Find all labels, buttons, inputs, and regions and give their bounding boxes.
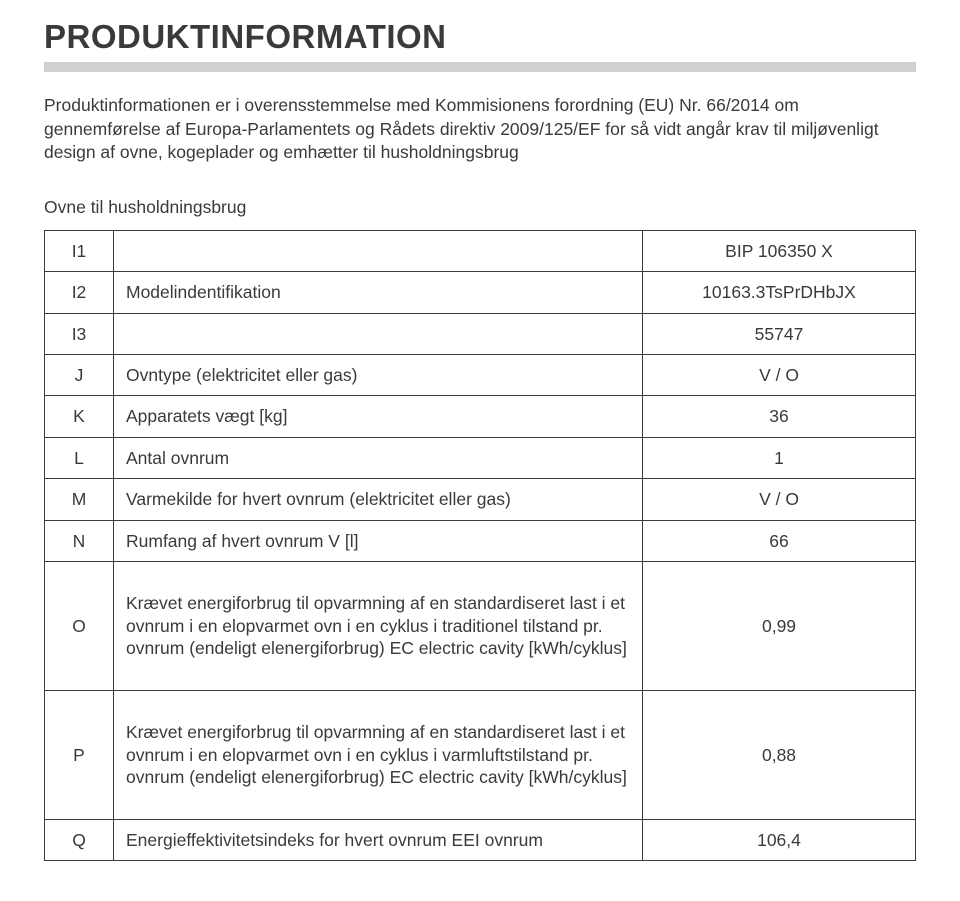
row-value: 106,4	[643, 820, 916, 861]
row-key: J	[45, 355, 114, 396]
row-value: 1	[643, 437, 916, 478]
row-value: V / O	[643, 479, 916, 520]
table-row: I1 BIP 106350 X	[45, 230, 916, 271]
row-label: Antal ovnrum	[114, 437, 643, 478]
table-row: L Antal ovnrum 1	[45, 437, 916, 478]
row-value: BIP 106350 X	[643, 230, 916, 271]
table-row: N Rumfang af hvert ovnrum V [l] 66	[45, 520, 916, 561]
table-row: Q Energieffektivitetsindeks for hvert ov…	[45, 820, 916, 861]
row-key: I3	[45, 313, 114, 354]
table-subheading: Ovne til husholdningsbrug	[44, 197, 916, 218]
row-value: 10163.3TsPrDHbJX	[643, 272, 916, 313]
row-label: Energieffektivitetsindeks for hvert ovnr…	[114, 820, 643, 861]
row-value: 66	[643, 520, 916, 561]
table-row: M Varmekilde for hvert ovnrum (elektrici…	[45, 479, 916, 520]
row-label: Ovntype (elektricitet eller gas)	[114, 355, 643, 396]
product-info-table: I1 BIP 106350 X I2 Modelindentifikation …	[44, 230, 916, 862]
title-underline	[44, 62, 916, 72]
table-row: K Apparatets vægt [kg] 36	[45, 396, 916, 437]
intro-paragraph: Produktinformationen er i overensstemmel…	[44, 94, 916, 165]
row-label	[114, 313, 643, 354]
row-value: 0,99	[643, 562, 916, 691]
page-title: PRODUKTINFORMATION	[44, 18, 916, 56]
row-label: Apparatets vægt [kg]	[114, 396, 643, 437]
document-page: PRODUKTINFORMATION Produktinformationen …	[0, 0, 960, 901]
row-key: I2	[45, 272, 114, 313]
row-label: Rumfang af hvert ovnrum V [l]	[114, 520, 643, 561]
row-key: P	[45, 691, 114, 820]
table-row: J Ovntype (elektricitet eller gas) V / O	[45, 355, 916, 396]
row-value: 55747	[643, 313, 916, 354]
row-value: 0,88	[643, 691, 916, 820]
row-label: Varmekilde for hvert ovnrum (elektricite…	[114, 479, 643, 520]
row-key: I1	[45, 230, 114, 271]
row-key: L	[45, 437, 114, 478]
row-label	[114, 230, 643, 271]
row-key: Q	[45, 820, 114, 861]
row-label: Krævet energiforbrug til opvarmning af e…	[114, 691, 643, 820]
row-label: Modelindentifikation	[114, 272, 643, 313]
row-key: O	[45, 562, 114, 691]
row-key: N	[45, 520, 114, 561]
row-value: 36	[643, 396, 916, 437]
row-key: M	[45, 479, 114, 520]
row-label: Krævet energiforbrug til opvarmning af e…	[114, 562, 643, 691]
table-row: P Krævet energiforbrug til opvarmning af…	[45, 691, 916, 820]
table-row: I3 55747	[45, 313, 916, 354]
table-row: I2 Modelindentifikation 10163.3TsPrDHbJX	[45, 272, 916, 313]
table-row: O Krævet energiforbrug til opvarmning af…	[45, 562, 916, 691]
row-value: V / O	[643, 355, 916, 396]
row-key: K	[45, 396, 114, 437]
